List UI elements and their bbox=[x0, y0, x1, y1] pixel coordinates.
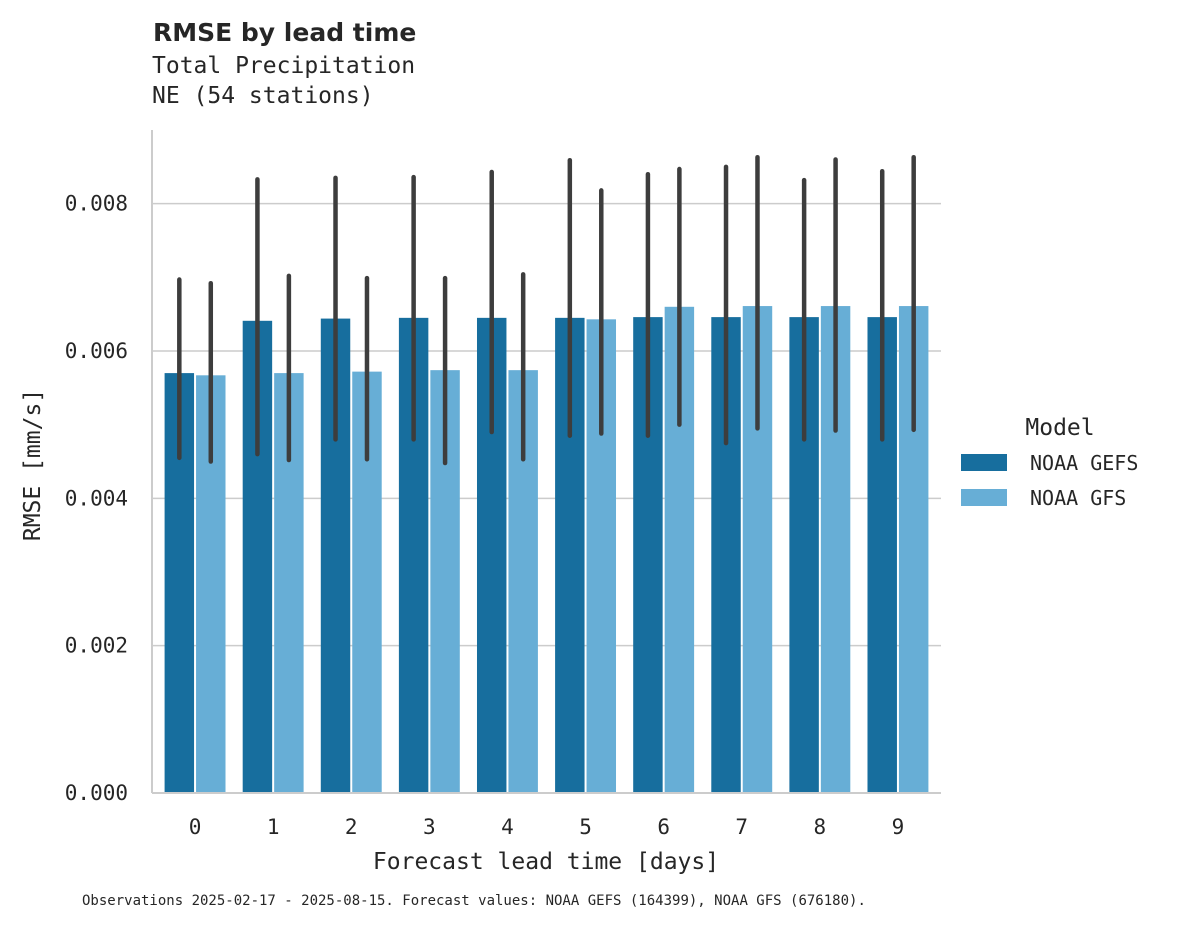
y-tick-label-1: 0.002 bbox=[65, 634, 128, 658]
x-tick-label-0: 0 bbox=[189, 815, 202, 839]
x-tick-labels: 0 1 2 3 4 5 6 7 8 9 bbox=[189, 815, 905, 839]
y-tick-label-3: 0.006 bbox=[65, 339, 128, 363]
x-tick-label-2: 2 bbox=[345, 815, 358, 839]
y-tick-label-2: 0.004 bbox=[65, 486, 128, 510]
x-tick-label-5: 5 bbox=[579, 815, 592, 839]
legend: Model NOAA GEFS NOAA GFS bbox=[961, 415, 1138, 510]
chart-caption: Observations 2025-02-17 - 2025-08-15. Fo… bbox=[82, 893, 866, 909]
legend-items: NOAA GEFS NOAA GFS bbox=[961, 451, 1138, 510]
x-tick-label-3: 3 bbox=[423, 815, 436, 839]
legend-title: Model bbox=[1025, 415, 1094, 441]
y-tick-label-0: 0.000 bbox=[65, 781, 128, 805]
y-tick-label-4: 0.008 bbox=[65, 192, 128, 216]
y-axis-label: RMSE [mm/s] bbox=[20, 389, 46, 541]
legend-swatch-0 bbox=[961, 454, 1007, 471]
chart-title: RMSE by lead time bbox=[153, 18, 416, 47]
chart-subtitle-line-2: NE (54 stations) bbox=[152, 83, 374, 109]
x-tick-label-1: 1 bbox=[267, 815, 280, 839]
x-tick-label-4: 4 bbox=[501, 815, 514, 839]
y-tick-labels: 0.000 0.002 0.004 0.006 0.008 bbox=[65, 192, 128, 805]
x-tick-label-6: 6 bbox=[657, 815, 670, 839]
x-tick-label-8: 8 bbox=[814, 815, 827, 839]
x-tick-label-7: 7 bbox=[735, 815, 748, 839]
x-axis-label: Forecast lead time [days] bbox=[373, 849, 719, 875]
chart-subtitle-line-1: Total Precipitation bbox=[152, 53, 415, 79]
legend-swatch-1 bbox=[961, 489, 1007, 506]
x-tick-label-9: 9 bbox=[892, 815, 905, 839]
legend-label-1: NOAA GFS bbox=[1030, 486, 1126, 510]
error-bars bbox=[177, 155, 916, 466]
bars bbox=[164, 306, 929, 793]
legend-label-0: NOAA GEFS bbox=[1030, 451, 1138, 475]
